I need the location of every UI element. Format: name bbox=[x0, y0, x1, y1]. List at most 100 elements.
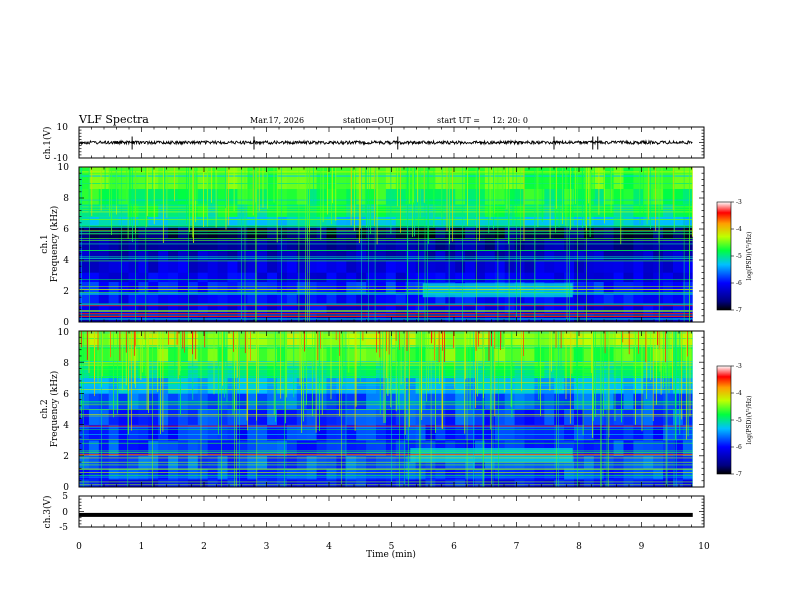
spectrogram-cell bbox=[405, 216, 417, 227]
spectrogram-cell bbox=[583, 188, 595, 205]
spectrogram-cell bbox=[267, 272, 278, 282]
spectrogram-cell bbox=[455, 204, 466, 217]
spectrogram-cell bbox=[148, 468, 159, 480]
spectrogram-cell bbox=[554, 362, 565, 379]
spectrogram-cell bbox=[425, 238, 436, 251]
spectrogram-cell bbox=[267, 479, 278, 487]
spectrogram-cell bbox=[286, 479, 298, 487]
ch3-ytick-top: 5 bbox=[62, 492, 68, 502]
spectrogram-cell bbox=[257, 424, 268, 441]
ch3-waveform-line bbox=[79, 512, 693, 517]
spectrogram-cell bbox=[653, 468, 664, 480]
spectrogram-cell bbox=[88, 294, 100, 304]
spectrogram-cell bbox=[316, 167, 328, 189]
spectrogram-cell bbox=[197, 424, 209, 441]
spectrogram-cell bbox=[286, 216, 298, 227]
spectrogram-cell bbox=[148, 424, 159, 441]
spectrogram-cell bbox=[653, 294, 664, 304]
spectrogram-cell bbox=[217, 272, 229, 282]
spectrogram-cell bbox=[128, 409, 139, 425]
spectrogram-cell bbox=[98, 468, 110, 480]
spectrogram-cell bbox=[306, 188, 318, 205]
spectrogram-cell bbox=[623, 303, 634, 313]
spectrogram-cell bbox=[336, 225, 347, 239]
spectrogram-cell bbox=[306, 250, 318, 261]
spectrogram-cell bbox=[187, 238, 199, 251]
spectrogram-cell bbox=[197, 260, 209, 273]
spectrogram-cell bbox=[336, 272, 347, 282]
spectrogram-cell bbox=[227, 238, 238, 251]
spectrogram-cell bbox=[336, 294, 347, 304]
spectrogram-cell bbox=[267, 346, 278, 363]
spectrogram-cell bbox=[475, 424, 486, 441]
spectrogram-cell bbox=[88, 225, 100, 239]
spectrogram-cell bbox=[187, 424, 199, 441]
spectrogram-cell bbox=[524, 294, 535, 304]
spectrogram-cell bbox=[415, 294, 427, 304]
spectrogram-cell bbox=[118, 377, 130, 394]
spectrogram-cell bbox=[623, 468, 634, 480]
spectrogram-cell bbox=[187, 409, 199, 425]
spectrogram-cell bbox=[346, 294, 357, 304]
spectrogram-cell bbox=[326, 281, 337, 295]
spectrogram-cell bbox=[267, 468, 278, 480]
spectrogram-cell bbox=[79, 204, 90, 217]
spectrogram-cell bbox=[118, 281, 130, 295]
spectrogram-cell bbox=[395, 468, 407, 480]
spectrogram-cell bbox=[296, 479, 308, 487]
spectrogram-cell bbox=[257, 260, 268, 273]
spectrogram-cell bbox=[682, 188, 694, 205]
spectrogram-cell bbox=[247, 424, 258, 441]
spectrogram-cell bbox=[346, 216, 357, 227]
spectrogram-cell bbox=[128, 188, 139, 205]
spectrogram-cell bbox=[514, 377, 526, 394]
spectrogram-cell bbox=[494, 250, 506, 261]
spectrogram-cell bbox=[524, 188, 535, 205]
spectrogram-cell bbox=[415, 250, 427, 261]
spectrogram-cell bbox=[603, 250, 615, 261]
spectrogram-cell bbox=[593, 272, 605, 282]
spectrogram-cell bbox=[217, 216, 229, 227]
spectrogram-cell bbox=[88, 303, 100, 313]
spectrogram-cell bbox=[158, 440, 169, 457]
spectrogram-cell bbox=[207, 167, 219, 189]
spectrogram-cell bbox=[583, 346, 595, 363]
spectrogram-cell bbox=[564, 409, 575, 425]
spectrogram-cell bbox=[673, 188, 684, 205]
spectrogram-cell bbox=[603, 281, 615, 295]
spectrogram-cell bbox=[286, 294, 298, 304]
spectrogram-cell bbox=[673, 272, 684, 282]
spectrogram-cell bbox=[475, 479, 486, 487]
spectrogram-cell bbox=[197, 303, 209, 313]
spectrogram-cell bbox=[534, 216, 545, 227]
spectrogram-cell bbox=[376, 225, 387, 239]
spectrogram-cell bbox=[79, 346, 90, 363]
spectrogram-cell bbox=[613, 409, 625, 425]
spectrogram-cell bbox=[673, 362, 684, 379]
spectrogram-cell bbox=[613, 225, 625, 239]
spectrogram-cell bbox=[583, 362, 595, 379]
spectrogram-cell bbox=[376, 377, 387, 394]
spectrogram-cell bbox=[682, 204, 694, 217]
spectrogram-cell bbox=[504, 479, 516, 487]
spectrogram-cell bbox=[286, 250, 298, 261]
spectrogram-cell bbox=[178, 346, 189, 363]
spectrogram-cell bbox=[643, 479, 654, 487]
ch1-colorbar bbox=[716, 201, 732, 311]
spectrogram-cell bbox=[484, 479, 496, 487]
spectrogram-cell bbox=[128, 216, 139, 227]
spectrogram-cell bbox=[633, 238, 644, 251]
spectrogram-cell bbox=[554, 303, 565, 313]
spectrogram-cell bbox=[366, 346, 377, 363]
spectrogram-cell bbox=[504, 260, 516, 273]
spectrogram-cell bbox=[158, 377, 169, 394]
spectrogram-cell bbox=[138, 346, 149, 363]
spectrogram-cell bbox=[267, 281, 278, 295]
spectrogram-cell bbox=[296, 260, 308, 273]
spectrogram-cell bbox=[494, 216, 506, 227]
spectrogram-cell bbox=[465, 303, 476, 313]
spectrogram-cell bbox=[534, 250, 545, 261]
spectrogram-cell bbox=[395, 272, 407, 282]
spectrogram-cell bbox=[98, 440, 110, 457]
spectrogram-cell bbox=[623, 377, 634, 394]
